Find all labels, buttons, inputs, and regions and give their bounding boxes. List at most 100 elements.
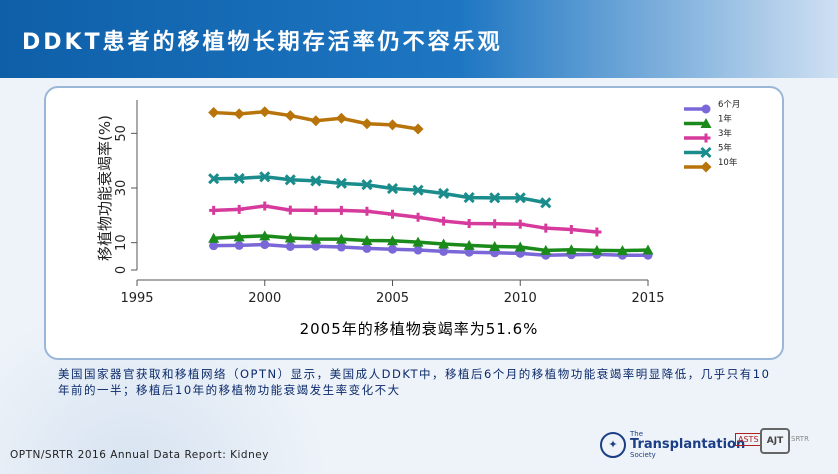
data-point	[463, 192, 475, 204]
data-point	[412, 184, 424, 196]
data-point	[209, 205, 219, 215]
data-point	[514, 192, 526, 204]
data-point	[362, 243, 372, 253]
data-point	[260, 201, 270, 211]
chart-subtitle: 2005年的移植物衰竭率为51.6%	[299, 320, 539, 338]
data-point	[464, 247, 474, 257]
x-tick-label: 2000	[248, 291, 281, 306]
data-point	[386, 182, 399, 195]
logo-text-transplantation: Transplantation	[630, 437, 746, 452]
data-point	[361, 118, 373, 130]
data-point	[592, 227, 602, 237]
data-point	[209, 241, 219, 251]
y-tick-label: 10	[114, 234, 129, 251]
data-point	[285, 241, 295, 251]
data-point	[413, 245, 423, 255]
title-bar: DDKT患者的移植物长期存活率仍不容乐观	[0, 0, 838, 78]
logo-text-the: The	[630, 430, 644, 438]
description-text: 美国国家器官获取和移植网络（OPTN）显示，美国成人DDKT中，移植后6个月的移…	[58, 367, 771, 397]
data-point	[259, 106, 271, 118]
slide-title: DDKT患者的移植物长期存活率仍不容乐观	[22, 30, 503, 55]
asts-logo: ASTS	[735, 433, 762, 446]
data-point	[412, 123, 424, 135]
data-point	[335, 177, 347, 189]
data-point	[439, 246, 449, 256]
data-point	[234, 204, 244, 214]
data-point	[311, 205, 321, 215]
legend-label: 1年	[718, 114, 732, 125]
data-point	[362, 206, 372, 216]
x-tick-label: 2005	[376, 291, 409, 306]
globe-icon: ✦	[600, 431, 626, 458]
data-point	[335, 112, 347, 124]
data-point	[234, 240, 244, 250]
data-point	[388, 244, 397, 254]
data-point	[233, 231, 245, 242]
legend-marker	[701, 104, 711, 114]
data-point	[310, 233, 322, 244]
series-line	[213, 175, 547, 205]
series-4	[208, 106, 424, 135]
logo-text-society: Society	[630, 451, 656, 459]
y-tick-label: 30	[114, 180, 129, 197]
legend-marker	[700, 118, 712, 128]
data-point	[566, 225, 576, 235]
series-1	[208, 230, 654, 256]
legend-label: 10年	[718, 157, 738, 168]
data-point	[515, 219, 525, 229]
data-point	[208, 107, 220, 119]
legend-label: 3年	[718, 128, 732, 139]
series-line	[213, 234, 649, 253]
y-tick-label: 50	[114, 125, 129, 142]
data-point	[541, 223, 551, 233]
x-tick-label: 2015	[631, 291, 664, 306]
x-tick-label: 2010	[504, 291, 537, 306]
data-point	[284, 174, 296, 186]
data-point	[490, 219, 500, 229]
transplantation-society-logo: ✦ The Transplantation Society	[600, 430, 745, 459]
data-point	[514, 241, 526, 252]
data-point	[591, 244, 603, 255]
data-point	[489, 192, 501, 204]
data-point	[438, 238, 450, 249]
legend-label: 6个月	[718, 100, 740, 110]
data-point	[233, 172, 245, 184]
legend-marker	[700, 146, 712, 159]
data-point	[259, 171, 271, 183]
data-point	[387, 119, 398, 131]
y-tick-label: 0	[114, 266, 129, 274]
data-point	[540, 244, 552, 255]
srtr-logo: SRTR	[791, 435, 809, 443]
data-point	[463, 239, 475, 250]
data-point	[336, 205, 346, 215]
legend-marker	[701, 133, 711, 143]
data-point	[260, 240, 270, 250]
source-citation: OPTN/SRTR 2016 Annual Data Report: Kidne…	[10, 449, 269, 461]
legend-label: 5年	[718, 143, 732, 154]
data-point	[311, 241, 321, 251]
data-point	[388, 209, 397, 219]
y-axis-label: 移植物功能衰竭率(%)	[96, 115, 114, 261]
data-point	[336, 242, 346, 252]
data-point	[464, 219, 474, 229]
ajt-logo: AJT	[760, 428, 790, 454]
chart-panel	[44, 86, 784, 360]
data-point	[361, 234, 373, 245]
data-point	[208, 173, 220, 185]
data-point	[540, 197, 552, 209]
data-point	[310, 115, 322, 127]
data-point	[208, 232, 220, 243]
series-line	[213, 204, 598, 234]
data-point	[642, 244, 654, 255]
series-2	[209, 201, 602, 237]
data-point	[413, 212, 423, 222]
x-tick-label: 1995	[120, 291, 153, 306]
data-point	[335, 233, 347, 244]
data-point	[565, 244, 577, 255]
data-point	[285, 205, 295, 215]
data-point	[412, 236, 424, 247]
data-point	[387, 235, 398, 246]
data-point	[310, 175, 322, 187]
data-point	[361, 179, 373, 191]
